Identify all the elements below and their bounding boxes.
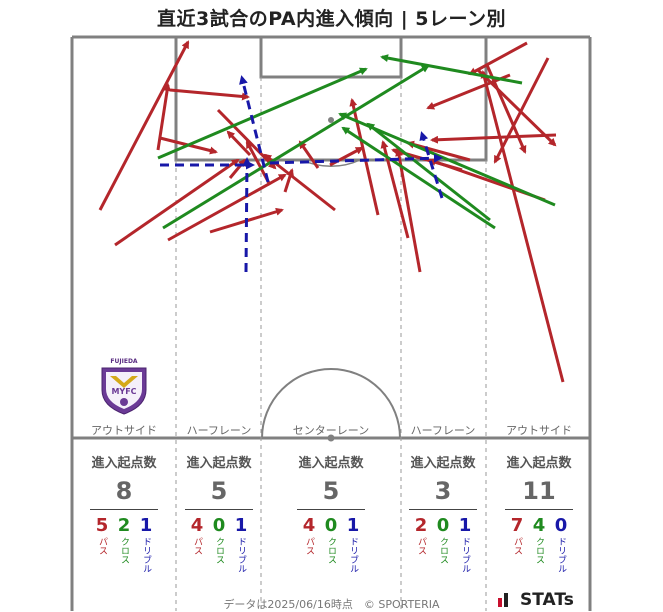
dribble-label: ドリブル xyxy=(141,537,151,573)
pass-count: 4 xyxy=(190,515,204,536)
cross-label: クロス xyxy=(214,537,224,564)
center-spot xyxy=(327,434,335,442)
entry-total: 11 xyxy=(522,477,556,505)
cross-count: 0 xyxy=(436,515,450,536)
dribble-arrow xyxy=(419,131,444,199)
pass-arrow xyxy=(480,70,565,383)
pass-label: パス xyxy=(192,537,202,555)
club-logo: FUJIEDA MYFC xyxy=(101,358,147,415)
cross-arrow xyxy=(380,54,523,85)
dribble-arrow xyxy=(242,157,252,273)
stats-heading: 進入起点数 xyxy=(410,456,476,471)
stats-heading: 進入起点数 xyxy=(506,456,572,471)
dribble-count: 1 xyxy=(234,515,248,536)
pass-arrow xyxy=(476,68,557,147)
lane-stats-center: 進入起点数 5 4 パス 0 クロス 1 ドリブル xyxy=(268,452,394,573)
pass-arrow xyxy=(395,148,422,273)
lane-stats-outside-left: 進入起点数 8 5 パス 2 クロス 1 ドリブル xyxy=(78,452,170,573)
lane-stats-half-left: 進入起点数 5 4 パス 0 クロス 1 ドリブル xyxy=(178,452,260,573)
penalty-spot xyxy=(328,117,334,123)
pass-count: 5 xyxy=(95,515,109,536)
penalty-area xyxy=(174,35,488,162)
pass-arrow xyxy=(98,40,190,211)
dribble-count: 1 xyxy=(139,515,153,536)
pass-label: パス xyxy=(512,537,522,555)
cross-label: クロス xyxy=(326,537,336,564)
pass-arrow xyxy=(493,57,550,164)
cross-arrow xyxy=(157,67,368,160)
cross-arrow xyxy=(162,64,430,230)
cross-count: 2 xyxy=(117,515,131,536)
stats-heading: 進入起点数 xyxy=(186,456,252,471)
lane-stats-half-right: 進入起点数 3 2 パス 0 クロス 1 ドリブル xyxy=(402,452,484,573)
entry-total: 8 xyxy=(115,477,133,505)
pass-arrow xyxy=(226,130,252,157)
pass-arrow xyxy=(156,83,172,151)
cross-label: クロス xyxy=(438,537,448,564)
pass-count: 4 xyxy=(302,515,316,536)
dribble-arrow xyxy=(269,153,443,165)
lane-stats-outside-right: 進入起点数 11 7 パス 4 クロス 0 ドリブル xyxy=(492,452,586,573)
pass-count: 2 xyxy=(414,515,428,536)
cross-label: クロス xyxy=(534,537,544,564)
brand-logo-text: STATs xyxy=(520,590,574,610)
pass-count: 7 xyxy=(510,515,524,536)
lane-label-half-right: ハーフレーン xyxy=(410,424,476,437)
pass-arrow xyxy=(349,98,380,216)
lane-label-outside-left: アウトサイド xyxy=(91,424,157,437)
pass-arrow xyxy=(167,173,287,242)
data-timestamp-footer: データは2025/06/16時点 © SPORTERIA xyxy=(223,598,440,611)
stats-heading: 進入起点数 xyxy=(298,456,364,471)
cross-arrows xyxy=(157,54,556,230)
dribble-label: ドリブル xyxy=(460,537,470,573)
entry-total: 3 xyxy=(434,477,452,505)
lane-label-half-left: ハーフレーン xyxy=(186,424,252,437)
pass-arrow xyxy=(169,88,250,101)
pass-arrow xyxy=(283,168,294,193)
lane-label-center: センターレーン xyxy=(292,424,370,437)
logo-badge: MYFC xyxy=(111,387,136,396)
center-circle xyxy=(261,368,401,439)
cross-count: 0 xyxy=(324,515,338,536)
cross-arrow xyxy=(366,122,491,222)
pass-arrow xyxy=(114,158,240,247)
pass-arrow xyxy=(298,140,320,169)
stats-heading: 進入起点数 xyxy=(91,456,157,471)
dribble-count: 1 xyxy=(458,515,472,536)
dribble-arrow xyxy=(239,75,270,183)
pass-label: パス xyxy=(304,537,314,555)
dribble-count: 0 xyxy=(554,515,568,536)
logo-text: FUJIEDA xyxy=(110,358,138,365)
entry-total: 5 xyxy=(210,477,228,505)
lane-label-outside-right: アウトサイド xyxy=(506,424,572,437)
pass-label: パス xyxy=(97,537,107,555)
dribble-arrows xyxy=(160,75,444,273)
cross-count: 0 xyxy=(212,515,226,536)
pass-arrow xyxy=(430,133,557,144)
cross-count: 4 xyxy=(532,515,546,536)
pass-label: パス xyxy=(416,537,426,555)
dribble-label: ドリブル xyxy=(348,537,358,573)
pass-arrows xyxy=(98,40,565,383)
dribble-label: ドリブル xyxy=(236,537,246,573)
pass-arrow xyxy=(468,41,528,76)
cross-arrow xyxy=(341,126,496,230)
chart-title: 直近3試合のPA内進入傾向 | 5レーン別 xyxy=(156,8,507,30)
pass-arrow xyxy=(426,73,511,110)
entry-total: 5 xyxy=(322,477,340,505)
stats-brand-icon xyxy=(498,593,508,607)
goal-area xyxy=(259,35,403,79)
cross-label: クロス xyxy=(119,537,129,564)
dribble-label: ドリブル xyxy=(556,537,566,573)
dribble-count: 1 xyxy=(346,515,360,536)
